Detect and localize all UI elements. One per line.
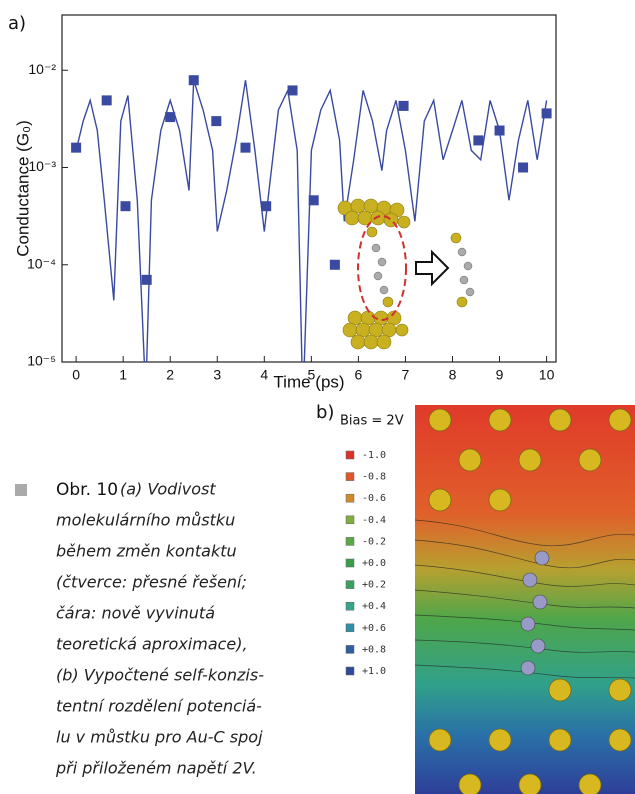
x-tick-label: 6: [355, 367, 363, 383]
x-tick-label: 0: [72, 367, 80, 383]
legend-label: +0.8: [362, 644, 386, 655]
potential-map: [414, 405, 635, 794]
caption-line: (b) Vypočtené self-konzis-: [56, 666, 264, 685]
legend-swatch: [345, 515, 355, 525]
exact-point: [71, 142, 82, 153]
exact-point: [120, 201, 131, 212]
x-tick-label: 4: [260, 367, 268, 383]
legend-label: +1.0: [362, 666, 386, 677]
legend-label: -0.6: [362, 493, 386, 504]
legend-label: +0.0: [362, 558, 386, 569]
conductance-line: [75, 79, 548, 362]
y-tick-label: 10⁻⁴: [27, 255, 56, 271]
x-tick-label: 7: [402, 367, 410, 383]
caption-label: Obr. 10: [56, 480, 118, 500]
x-tick-label: 5: [307, 367, 315, 383]
caption-bullet: [15, 484, 27, 496]
bias-legend: -1.0 -0.8 -0.6 -0.4 -0.2 +0.0 +0.2 +0.4 +0.6 +0.8…: [345, 450, 386, 677]
exact-point: [398, 100, 409, 111]
exact-point: [101, 95, 112, 106]
caption-line: teoretická aproximace),: [56, 635, 248, 654]
exact-point: [473, 135, 484, 146]
exact-point: [494, 125, 505, 136]
y-tick-label: 10⁻²: [28, 61, 56, 77]
exact-point: [308, 195, 319, 206]
caption-line: čára: nově vyvinutá: [56, 604, 215, 623]
legend-swatch: [345, 666, 355, 676]
caption-line: (čtverce: přesné řešení;: [56, 573, 247, 592]
legend-label: +0.6: [362, 623, 386, 634]
y-tick-label: 10⁻³: [28, 158, 56, 174]
legend-label: +0.2: [362, 580, 386, 591]
legend-swatch: [345, 623, 355, 633]
exact-point: [240, 142, 251, 153]
legend-swatch: [345, 537, 355, 546]
exact-point: [141, 274, 152, 285]
legend-label: +0.4: [362, 601, 386, 612]
legend-title: Bias = 2V: [340, 414, 404, 429]
x-tick-label: 3: [213, 367, 221, 383]
exact-point: [541, 108, 552, 119]
legend-label: -0.4: [362, 515, 386, 526]
legend-swatch: [345, 472, 355, 481]
exact-point: [165, 112, 176, 123]
plot-area: 0 1 2 3 4 5 6 7 8 9 10 10⁻⁵ 10⁻⁴ 10⁻³ 10⁻² Time (ps) Con…: [13, 14, 557, 391]
legend-swatch: [345, 580, 355, 589]
caption: (a) Vodivost molekulárního můstku během zm…: [55, 480, 264, 778]
x-tick-label: 1: [119, 367, 127, 383]
caption-line: (a) Vodivost: [120, 480, 216, 499]
legend-label: -0.2: [362, 536, 386, 547]
caption-line: během změn kontaktu: [56, 542, 237, 561]
exact-point: [211, 116, 222, 127]
panel-label: a): [8, 13, 26, 34]
x-tick-label: 2: [166, 367, 174, 383]
x-tick-label: 9: [496, 367, 504, 383]
caption-line: tentní rozdělení potenciá-: [56, 697, 262, 716]
caption-line: při přiloženém napětí 2V.: [55, 759, 257, 778]
plot-frame: [61, 14, 557, 363]
caption-line: lu v můstku pro Au-C spoj: [56, 728, 263, 747]
exact-point: [188, 75, 199, 86]
x-tick-label: 10: [539, 367, 555, 383]
exact-point: [261, 201, 272, 212]
legend-swatch: [345, 645, 355, 654]
exact-point: [287, 85, 298, 96]
caption-line: molekulárního můstku: [56, 511, 235, 530]
legend-swatch: [345, 558, 355, 568]
legend-swatch: [345, 450, 355, 460]
series-group: [71, 75, 552, 362]
molecule-inset: [337, 198, 475, 350]
legend-swatch: [345, 493, 355, 503]
x-tick-label: 8: [449, 367, 457, 383]
exact-point: [518, 162, 529, 173]
y-axis-label: Conductance (G₀): [13, 120, 32, 257]
legend-label: -0.8: [362, 472, 386, 483]
x-axis-label: Time (ps): [273, 372, 344, 391]
panel-label: b): [316, 402, 334, 423]
exact-point: [329, 259, 340, 270]
y-tick-label: 10⁻⁵: [27, 353, 56, 369]
legend-label: -1.0: [362, 450, 386, 461]
legend-swatch: [345, 601, 355, 611]
